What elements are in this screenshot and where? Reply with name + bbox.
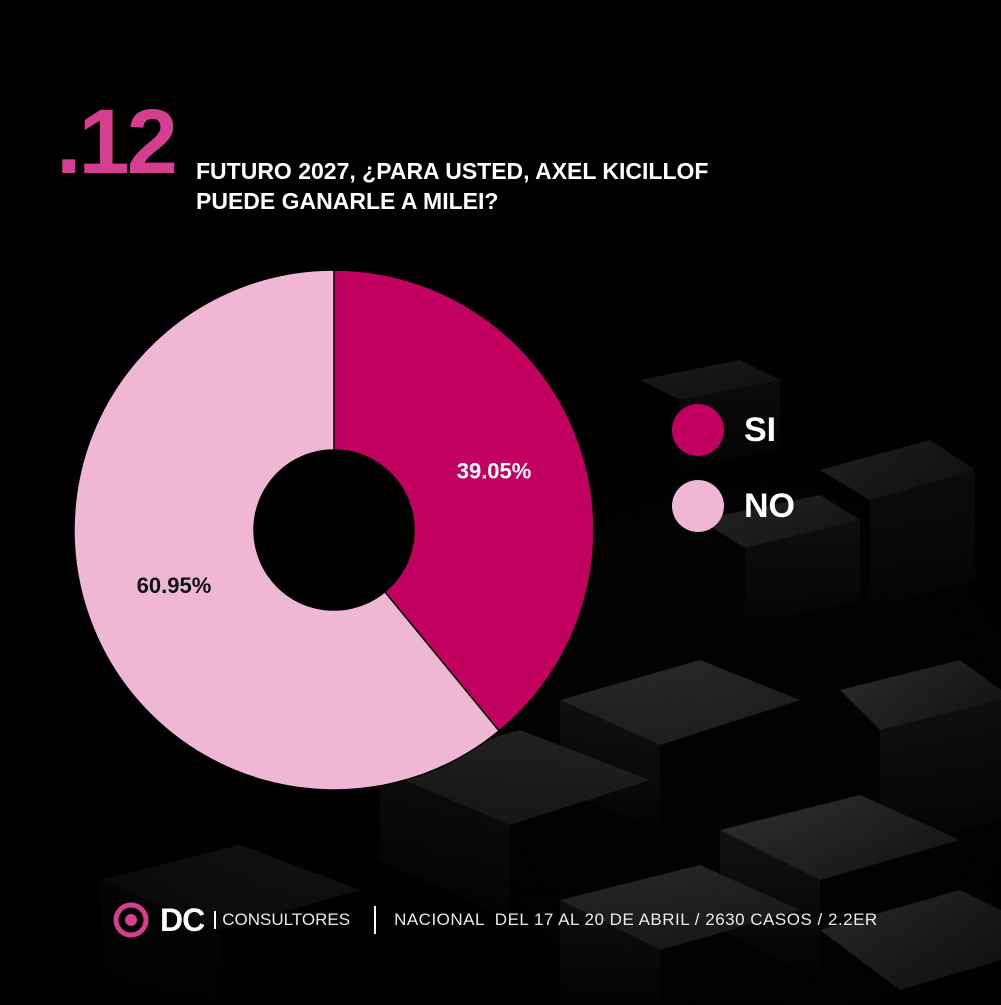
legend-swatch-si — [672, 404, 724, 456]
survey-details: NACIONAL DEL 17 AL 20 DE ABRIL / 2630 CA… — [394, 910, 878, 929]
slice-label-si: 39.05% — [457, 458, 532, 483]
brand-name: DC — [160, 901, 205, 938]
slice-label-no: 60.95% — [137, 573, 212, 598]
footer: DC CONSULTORES NACIONAL DEL 17 AL 20 DE … — [112, 898, 878, 942]
question-line-1: FUTURO 2027, ¿PARA USTED, AXEL KICILLOF — [196, 158, 709, 184]
question-number: .12 — [56, 91, 178, 193]
donut-hole — [254, 450, 414, 610]
brand-subtitle: CONSULTORES — [214, 911, 350, 929]
brand-logo-icon — [112, 901, 150, 939]
legend-item-no: NO — [672, 478, 795, 534]
legend-swatch-no — [672, 480, 724, 532]
chart-slices — [73, 269, 595, 791]
legend-item-si: SI — [672, 402, 776, 458]
legend-label-no: NO — [744, 486, 795, 525]
chart-labels: 39.05% 60.95% — [137, 458, 532, 598]
legend-label-si: SI — [744, 410, 777, 449]
question-line-2: PUEDE GANARLE A MILEI? — [196, 188, 499, 214]
footer-divider — [374, 906, 377, 934]
page-title: FUTURO 2027, ¿PARA USTED, AXEL KICILLOF … — [196, 156, 816, 216]
